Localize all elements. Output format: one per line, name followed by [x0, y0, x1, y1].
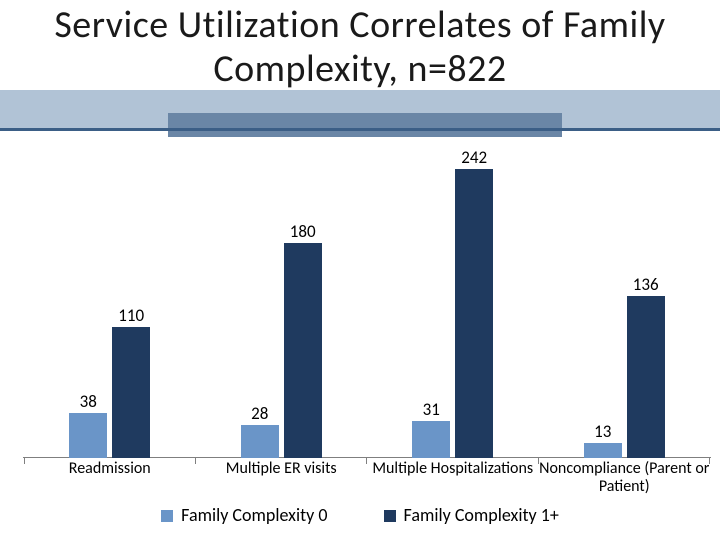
- category-group: 31242Multiple Hospitalizations: [367, 148, 539, 496]
- legend-swatch-0: [161, 510, 173, 522]
- bar-series1: 110: [112, 327, 150, 458]
- bar-series0: 31: [412, 421, 450, 458]
- legend-item-0: Family Complexity 0: [161, 504, 327, 526]
- category-label: Multiple ER visits: [196, 460, 368, 496]
- legend-label-0: Family Complexity 0: [181, 504, 327, 526]
- category-group: 38110Readmission: [24, 148, 196, 496]
- bar-value-label: 38: [69, 391, 107, 412]
- bars-area: 31242: [367, 148, 539, 458]
- category-label: Multiple Hospitalizations: [367, 460, 539, 496]
- bar-series1: 136: [627, 296, 665, 458]
- category-label: Noncompliance (Parent or Patient): [539, 460, 711, 496]
- slide: Service Utilization Correlates of Family…: [0, 0, 720, 540]
- axis-line: [538, 457, 712, 458]
- bar-value-label: 110: [112, 305, 150, 326]
- axis-line: [23, 457, 197, 458]
- bar-value-label: 31: [412, 399, 450, 420]
- bar-series0: 28: [241, 425, 279, 458]
- legend: Family Complexity 0 Family Complexity 1+: [0, 504, 720, 526]
- bar-value-label: 242: [455, 147, 493, 168]
- title-underline: [0, 128, 720, 131]
- category-label: Readmission: [24, 460, 196, 496]
- bar-value-label: 13: [584, 421, 622, 442]
- bars-area: 38110: [24, 148, 196, 458]
- chart: 38110Readmission28180Multiple ER visits3…: [24, 148, 710, 496]
- bar-value-label: 180: [284, 221, 322, 242]
- legend-label-1: Family Complexity 1+: [404, 504, 559, 526]
- bar-value-label: 28: [241, 403, 279, 424]
- bars-area: 13136: [539, 148, 711, 458]
- category-group: 13136Noncompliance (Parent or Patient): [539, 148, 711, 496]
- slide-title: Service Utilization Correlates of Family…: [0, 4, 720, 91]
- bar-series0: 38: [69, 413, 107, 458]
- title-accent-block: [168, 113, 562, 137]
- bar-series0: 13: [584, 443, 622, 459]
- axis-line: [366, 457, 540, 458]
- bar-value-label: 136: [627, 274, 665, 295]
- bar-series1: 242: [455, 169, 493, 458]
- bars-area: 28180: [196, 148, 368, 458]
- legend-item-1: Family Complexity 1+: [384, 504, 559, 526]
- axis-tick: [24, 458, 25, 464]
- axis-line: [195, 457, 369, 458]
- category-group: 28180Multiple ER visits: [196, 148, 368, 496]
- legend-swatch-1: [384, 510, 396, 522]
- bar-series1: 180: [284, 243, 322, 458]
